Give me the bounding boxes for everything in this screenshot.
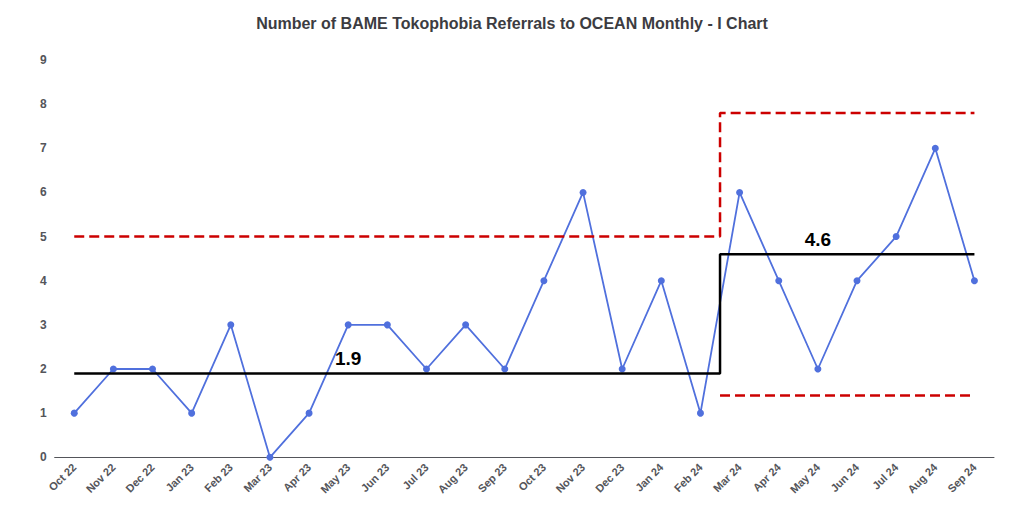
svg-text:Dec 22: Dec 22 xyxy=(123,461,157,495)
svg-text:Oct 23: Oct 23 xyxy=(516,461,548,493)
svg-text:4: 4 xyxy=(40,274,47,288)
svg-text:Feb 23: Feb 23 xyxy=(202,461,235,494)
svg-text:Jun 23: Jun 23 xyxy=(358,461,391,494)
svg-text:Dec 23: Dec 23 xyxy=(593,461,627,495)
svg-text:Jan 24: Jan 24 xyxy=(633,460,666,493)
svg-text:9: 9 xyxy=(40,53,47,67)
svg-text:3: 3 xyxy=(40,318,47,332)
svg-text:2: 2 xyxy=(40,362,47,376)
svg-text:Sep 23: Sep 23 xyxy=(475,461,509,495)
svg-text:Apr 24: Apr 24 xyxy=(750,460,783,493)
svg-text:1: 1 xyxy=(40,406,47,420)
svg-text:5: 5 xyxy=(40,230,47,244)
svg-text:Oct 22: Oct 22 xyxy=(46,461,78,493)
svg-text:8: 8 xyxy=(40,97,47,111)
svg-text:Number of BAME Tokophobia Refe: Number of BAME Tokophobia Referrals to O… xyxy=(256,15,768,32)
svg-text:Mar 23: Mar 23 xyxy=(241,461,274,494)
svg-text:1.9: 1.9 xyxy=(335,348,361,369)
svg-text:Mar 24: Mar 24 xyxy=(711,460,745,494)
svg-text:May 23: May 23 xyxy=(318,461,352,495)
svg-text:Apr 23: Apr 23 xyxy=(281,461,314,494)
svg-text:Jul 24: Jul 24 xyxy=(870,460,901,491)
svg-text:Nov 22: Nov 22 xyxy=(84,461,118,495)
svg-text:7: 7 xyxy=(40,141,47,155)
svg-text:Jan 23: Jan 23 xyxy=(163,461,196,494)
svg-text:0: 0 xyxy=(40,450,47,464)
svg-text:Jul 23: Jul 23 xyxy=(400,461,431,492)
svg-text:4.6: 4.6 xyxy=(805,229,831,250)
svg-text:Jun 24: Jun 24 xyxy=(828,460,862,494)
svg-text:Sep 24: Sep 24 xyxy=(945,460,979,494)
svg-text:Aug 23: Aug 23 xyxy=(435,461,469,495)
svg-text:6: 6 xyxy=(40,185,47,199)
svg-text:May 24: May 24 xyxy=(788,460,823,495)
svg-text:Nov 23: Nov 23 xyxy=(553,461,587,495)
svg-text:Feb 24: Feb 24 xyxy=(672,460,706,494)
svg-text:Aug 24: Aug 24 xyxy=(905,460,940,495)
